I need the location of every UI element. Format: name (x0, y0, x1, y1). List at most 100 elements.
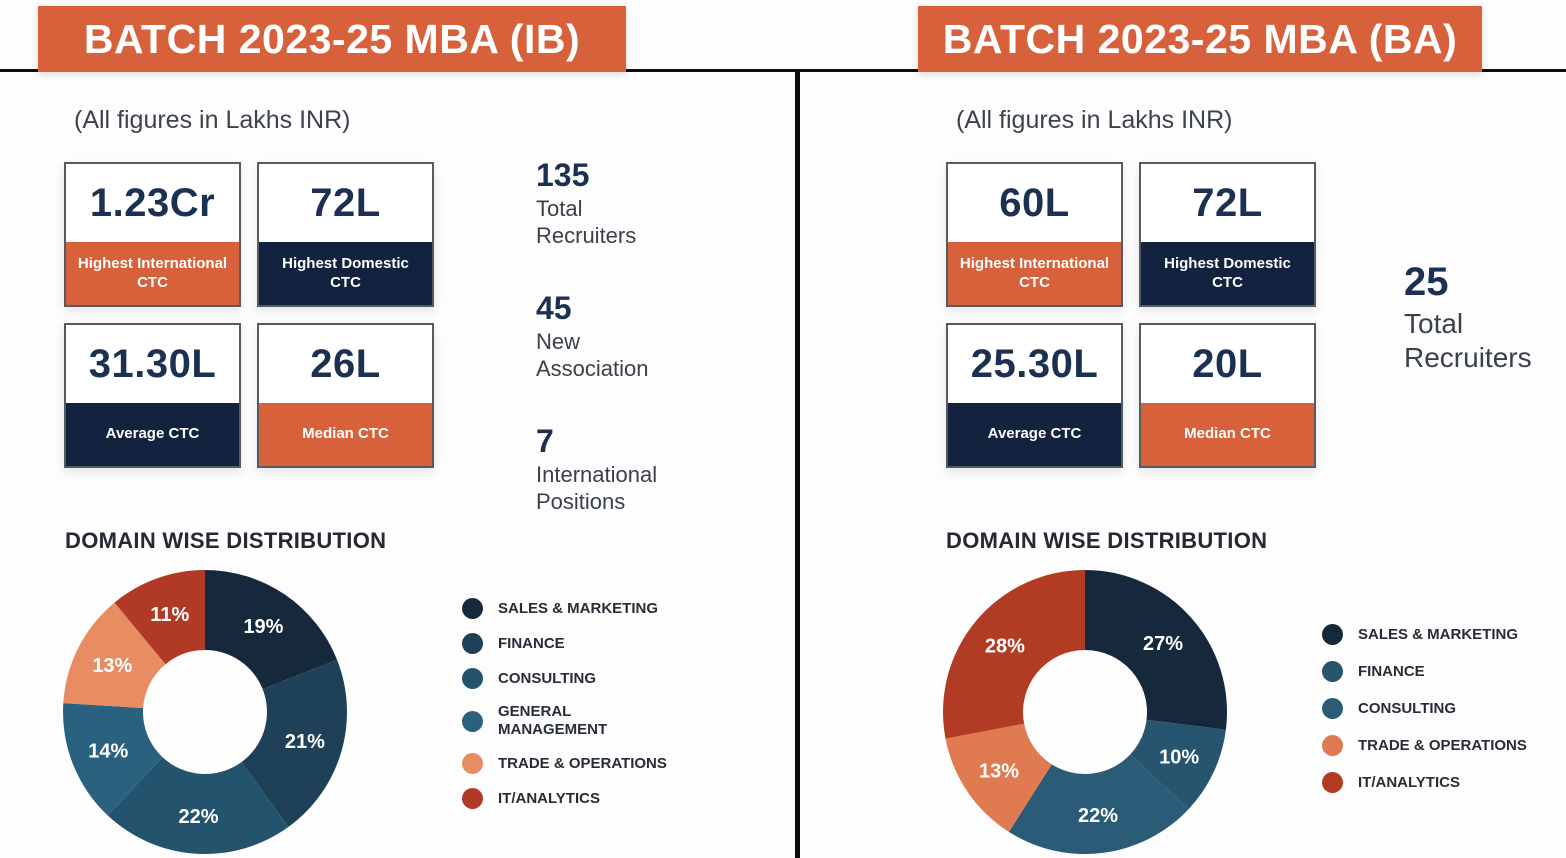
stat-value: 7 (536, 422, 554, 459)
card-label: Median CTC (1141, 403, 1314, 466)
card-average-ctc-ib: 31.30L Average CTC (64, 323, 241, 468)
chart-title-ba: DOMAIN WISE DISTRIBUTION (946, 528, 1268, 553)
legend-label-line: FINANCE (1358, 662, 1425, 680)
legend-dot-icon (1322, 661, 1343, 682)
ctc-cards-ib: 1.23Cr Highest International CTC 72L Hig… (64, 162, 434, 468)
legend-item: GENERAL MANAGEMENT (462, 703, 667, 739)
legend-label: SALES & MARKETING (1358, 626, 1518, 644)
legend-label: CONSULTING (498, 670, 596, 688)
legend-label-line: CONSULTING (498, 669, 597, 687)
stat-label: Total Recruiters (1404, 308, 1532, 374)
legend-label: FINANCE (498, 635, 565, 653)
legend-label: GENERAL MANAGEMENT (498, 703, 607, 739)
legend-dot-icon (1322, 735, 1343, 756)
slice-percentage-label: 14% (88, 740, 128, 762)
card-highest-international-ctc-ib: 1.23Cr Highest International CTC (64, 162, 241, 307)
card-median-ctc-ib: 26L Median CTC (257, 323, 434, 468)
stat-value: 45 (536, 289, 572, 326)
horizontal-divider (0, 69, 1566, 72)
slice-percentage-label: 13% (979, 760, 1019, 782)
card-value: 60L (999, 180, 1070, 225)
figures-note-ba: (All figures in Lakhs INR) (956, 106, 1233, 134)
donut-slice (63, 602, 166, 709)
stat-label: Total Recruiters (536, 196, 637, 248)
slice-percentage-label: 22% (178, 806, 218, 828)
donut-slice (1085, 570, 1227, 730)
legend-item: CONSULTING (462, 668, 667, 689)
domain-legend-ib: SALES & MARKETING FINANCE CONSULTING GENERA… (462, 598, 667, 809)
card-label: Highest Domestic CTC (259, 242, 432, 305)
legend-item: SALES & MARKETING (1322, 624, 1527, 645)
vertical-divider (795, 69, 800, 858)
legend-label: SALES & MARKETING (498, 600, 658, 618)
slice-percentage-label: 28% (985, 636, 1025, 658)
stat-new-association: 45 New Association (536, 289, 686, 382)
legend-label: IT/ANALYTICS (1358, 774, 1460, 792)
legend-item: FINANCE (1322, 661, 1527, 682)
legend-dot-icon (1322, 772, 1343, 793)
card-value: 26L (310, 341, 381, 386)
card-label: Average CTC (66, 403, 239, 466)
legend-label-line: IT/ANALYTICS (1358, 773, 1460, 791)
legend-item: TRADE & OPERATIONS (462, 753, 667, 774)
donut-slice (205, 570, 338, 690)
legend-label-line: SALES & MARKETING (1358, 625, 1519, 643)
legend-dot-icon (462, 598, 483, 619)
donut-svg: 27% 10% 22% 13% 28% (943, 570, 1227, 854)
card-label: Average CTC (948, 403, 1121, 466)
ctc-cards-ba: 60L Highest International CTC 72L Highes… (946, 162, 1316, 468)
legend-item: TRADE & OPERATIONS (1322, 735, 1527, 756)
donut-svg: 19% 21% 22% 14% 13% 11% (63, 570, 348, 854)
slice-percentage-label: 21% (285, 731, 325, 753)
donut-slice (63, 703, 163, 816)
legend-dot-icon (462, 753, 483, 774)
card-label: Median CTC (259, 403, 432, 466)
slice-percentage-label: 27% (1143, 633, 1183, 655)
legend-dot-icon (462, 788, 483, 809)
card-highest-domestic-ctc-ba: 72L Highest Domestic CTC (1139, 162, 1316, 307)
slice-percentage-label: 22% (1078, 805, 1118, 827)
chart-title-ib: DOMAIN WISE DISTRIBUTION (65, 528, 387, 553)
figures-note-ib: (All figures in Lakhs INR) (74, 106, 351, 134)
legend-dot-icon (462, 710, 483, 732)
stat-international-positions: 7 International Positions (536, 422, 686, 515)
domain-legend-ba: SALES & MARKETING FINANCE CONSULTING TRADE … (1322, 624, 1527, 793)
legend-label-line: MANAGEMENT (498, 721, 608, 738)
legend-item: IT/ANALYTICS (1322, 772, 1527, 793)
card-value: 72L (310, 180, 381, 225)
stat-label: International Positions (536, 462, 658, 514)
card-label: Highest International CTC (66, 242, 239, 305)
stat-total-recruiters: 135 Total Recruiters (536, 157, 686, 249)
card-highest-domestic-ctc-ib: 72L Highest Domestic CTC (257, 162, 434, 307)
legend-label-line: IT/ANALYTICS (498, 789, 600, 807)
domain-donut-chart-ba: 27% 10% 22% 13% 28% (940, 567, 1230, 857)
stat-total-recruiters-ba: 25 Total Recruiters (1404, 260, 1566, 375)
donut-slice (1130, 719, 1226, 810)
legend-label-line: TRADE & OPERATIONS (1358, 736, 1527, 754)
legend-item: SALES & MARKETING (462, 598, 667, 619)
legend-item: CONSULTING (1322, 698, 1527, 719)
legend-label-line: GENERAL (498, 703, 572, 720)
donut-slice (241, 659, 348, 827)
card-highest-international-ctc-ba: 60L Highest International CTC (946, 162, 1123, 307)
stat-value: 25 (1404, 260, 1449, 304)
donut-slice (114, 570, 205, 665)
slice-percentage-label: 11% (150, 604, 189, 626)
domain-donut-chart-ib: 19% 21% 22% 14% 13% 11% (60, 567, 350, 857)
card-value: 25.30L (970, 341, 1099, 386)
card-value: 1.23Cr (89, 180, 216, 225)
legend-dot-icon (1322, 624, 1343, 645)
donut-slice (943, 570, 1085, 739)
legend-label: IT/ANALYTICS (498, 790, 600, 808)
card-median-ctc-ba: 20L Median CTC (1139, 323, 1316, 468)
legend-item: IT/ANALYTICS (462, 788, 667, 809)
recruiter-stats-ib: 135 Total Recruiters 45 New Association … (536, 157, 686, 557)
panel-ib-title: BATCH 2023-25 MBA (IB) (83, 15, 581, 62)
panel-ib-title-banner: BATCH 2023-25 MBA (IB) (38, 6, 626, 72)
card-average-ctc-ba: 25.30L Average CTC (946, 323, 1123, 468)
card-label: Highest International CTC (948, 242, 1121, 305)
panel-ba-title-banner: BATCH 2023-25 MBA (BA) (918, 6, 1482, 72)
slice-percentage-label: 10% (1159, 746, 1199, 768)
legend-item: FINANCE (462, 633, 667, 654)
